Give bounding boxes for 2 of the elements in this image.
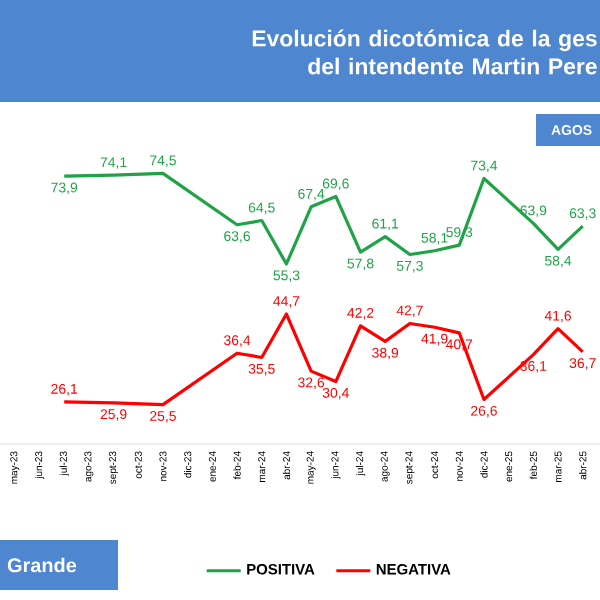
chart-title: Evolución dicotómica de la ges del intendente Martin Pere	[252, 29, 597, 75]
text: Grande	[7, 557, 77, 573]
